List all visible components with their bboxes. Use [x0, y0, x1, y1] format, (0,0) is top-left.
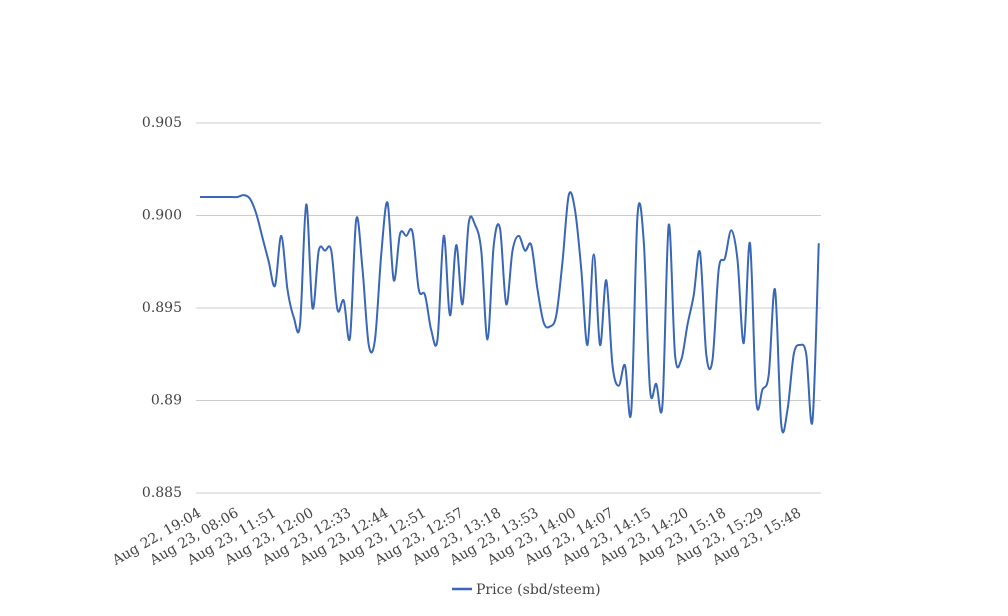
y-tick-label: 0.895 — [142, 300, 182, 316]
y-tick-label: 0.900 — [142, 208, 182, 224]
legend-label: Price (sbd/steem) — [476, 582, 601, 598]
y-tick-label: 0.89 — [151, 393, 182, 409]
price-line — [200, 191, 820, 434]
y-tick-label: 0.885 — [142, 485, 182, 501]
y-tick-label: 0.905 — [142, 115, 182, 131]
